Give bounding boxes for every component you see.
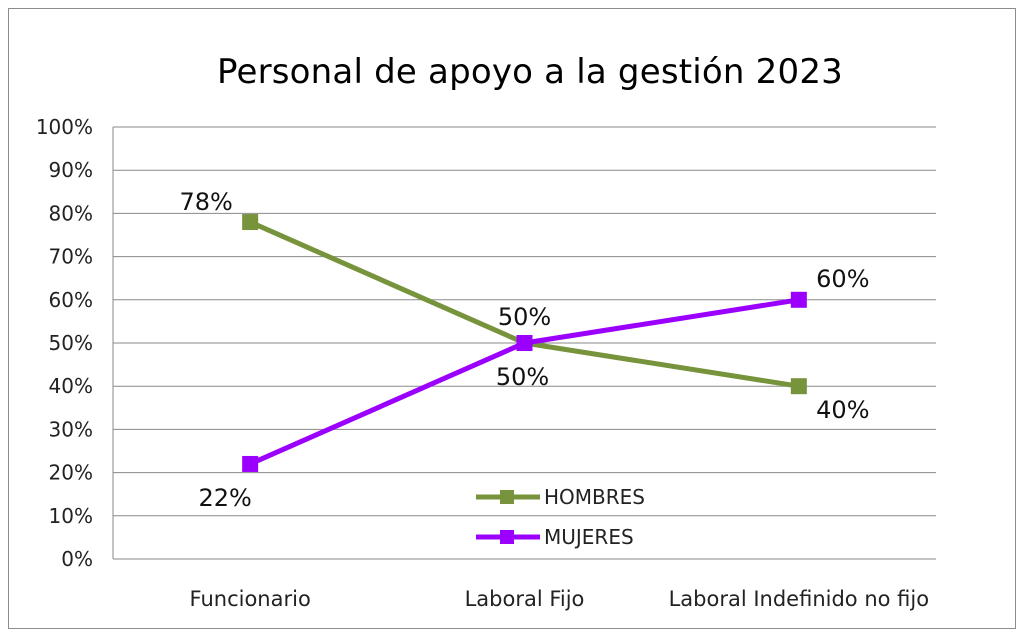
y-tick-label: 20% [49, 461, 93, 485]
data-point-mujeres [790, 291, 807, 308]
y-tick-label: 90% [49, 158, 93, 182]
y-tick-label: 0% [61, 547, 93, 571]
legend-label: HOMBRES [544, 485, 645, 509]
x-tick-label: Laboral Fijo [465, 587, 585, 611]
data-label: 22% [198, 484, 251, 512]
y-tick-label: 30% [49, 417, 93, 441]
data-label: 50% [498, 303, 551, 331]
data-point-mujeres [242, 455, 259, 472]
y-tick-label: 80% [49, 201, 93, 225]
data-label: 40% [816, 396, 869, 424]
y-tick-label: 50% [49, 331, 93, 355]
y-tick-label: 60% [49, 288, 93, 312]
data-label: 78% [179, 188, 232, 216]
chart-title: Personal de apoyo a la gestión 2023 [216, 52, 843, 92]
y-tick-label: 10% [49, 504, 93, 528]
legend-label: MUJERES [544, 525, 634, 549]
x-tick-label: Laboral Indefinido no fijo [669, 587, 929, 611]
data-label: 60% [816, 265, 869, 293]
data-label: 50% [496, 363, 549, 391]
data-point-hombres [790, 378, 807, 395]
y-tick-label: 100% [36, 115, 93, 139]
y-tick-label: 70% [49, 245, 93, 269]
y-tick-label: 40% [49, 374, 93, 398]
legend-swatch-marker [500, 530, 514, 544]
data-point-mujeres [516, 335, 533, 351]
data-point-hombres [242, 214, 259, 231]
legend-swatch-marker [500, 490, 514, 504]
x-tick-label: Funcionario [190, 587, 311, 611]
chart-frame [8, 8, 1016, 629]
